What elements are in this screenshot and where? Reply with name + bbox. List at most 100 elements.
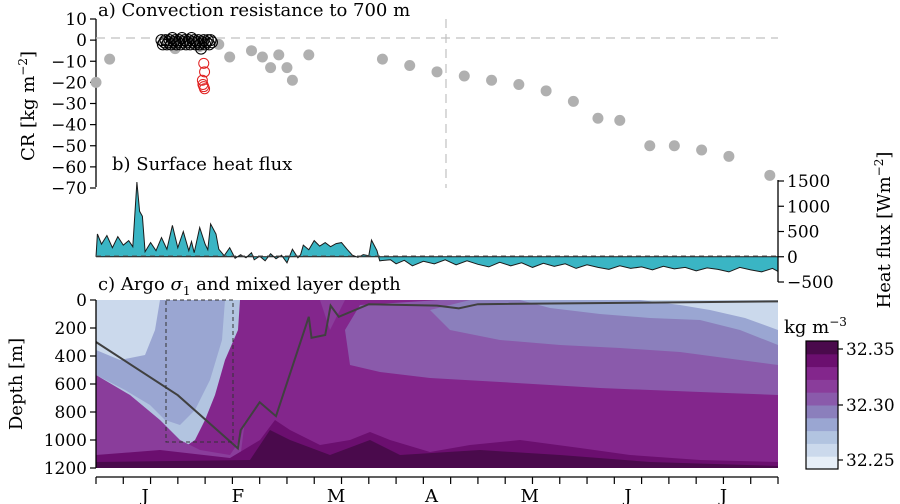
heat-flux-area: [95, 181, 779, 273]
colorbar-label: kg m−3: [784, 315, 847, 338]
profile-point: [281, 62, 293, 74]
panel-a-y-tick-label: −60: [51, 158, 87, 178]
colorbar-band: [806, 430, 838, 444]
panel-a-y-tick-label: −70: [51, 179, 87, 199]
panel-b-title: b) Surface heat flux: [112, 154, 292, 175]
glider-point: [204, 34, 217, 47]
profile-point: [256, 51, 268, 63]
profile-point: [614, 114, 626, 126]
profile-point: [265, 62, 277, 74]
profile-point: [513, 78, 525, 90]
panel-c-title: c) Argo σ1 and mixed layer depth: [98, 274, 401, 298]
panel-c-argo-density: c) Argo σ1 and mixed layer depth 0 200 400…: [6, 274, 779, 504]
panel-a-y-tick-label: −40: [51, 116, 87, 136]
colorbar-band: [806, 366, 838, 380]
profile-point: [303, 49, 315, 61]
glider-point: [174, 38, 187, 51]
profile-point: [90, 76, 102, 88]
panel-b-y-tick-label: 1500: [787, 172, 830, 192]
month-label: J: [718, 486, 727, 504]
month-label: J: [622, 486, 631, 504]
panel-c-y-tick-label: 200: [55, 319, 87, 339]
panel-a-y-tick-label: −50: [51, 137, 87, 157]
panel-a-y-tick-label: 10: [65, 10, 87, 30]
panel-a-y-axis-label: CR [kg m−2]: [16, 51, 39, 161]
glider-deep-point: [196, 74, 208, 86]
panel-a-convection-resistance: a) Convection resistance to 700 m 100−10…: [16, 0, 778, 199]
density-band-pale-left: [96, 300, 160, 360]
glider-deep-point: [199, 66, 211, 78]
glider-point: [184, 38, 197, 51]
panel-a-y-tick-label: −20: [51, 73, 87, 93]
panel-a-points: [90, 32, 776, 181]
month-label: J: [139, 486, 148, 504]
profile-point: [286, 74, 298, 86]
profile-point: [723, 150, 735, 162]
panel-c-y-tick-label: 1000: [44, 431, 87, 451]
panel-b-surface-heat-flux: b) Surface heat flux 1500 1000 500 0 −500 He…: [95, 152, 895, 309]
profile-point: [273, 49, 285, 61]
panel-b-y-tick-label: 500: [787, 223, 819, 243]
profile-point: [404, 59, 416, 71]
glider-point: [205, 36, 218, 49]
mixed-layer-depth-line: [95, 300, 779, 451]
colorbar-band: [806, 443, 838, 457]
profile-point: [245, 45, 257, 57]
panel-a-title: a) Convection resistance to 700 m: [98, 0, 410, 21]
colorbar: kg m−3 32.35 32.30 32.25: [784, 315, 895, 471]
panel-a-y-tick-label: −10: [51, 52, 87, 72]
panel-a-y-tick-label: 0: [76, 31, 87, 51]
profile-point: [486, 74, 498, 86]
panel-c-y-tick-label: 1200: [44, 459, 87, 479]
month-label: F: [232, 486, 245, 504]
profile-point: [104, 53, 116, 65]
colorbar-tick-label: 32.30: [846, 396, 895, 416]
colorbar-band: [806, 405, 838, 419]
density-band-left-mid: [96, 375, 245, 460]
glider-deep-point: [199, 83, 211, 95]
profile-point: [540, 85, 552, 97]
density-band-top-right: [640, 300, 778, 330]
x-axis-ticks: [95, 477, 779, 484]
panel-a-y-ticks: 100−10−20−30−40−50−60−70: [51, 10, 96, 199]
panel-c-y-tick-label: 800: [55, 403, 87, 423]
colorbar-band: [806, 353, 838, 368]
month-label: A: [424, 486, 439, 504]
density-band-deepest: [96, 430, 778, 468]
panel-b-y-axis-label: Heat flux [Wm−2]: [872, 152, 895, 309]
panel-b-y-tick-label: −500: [787, 273, 834, 293]
colorbar-tick-label: 32.35: [846, 340, 895, 360]
profile-point: [431, 66, 443, 78]
panel-b-y-tick-label: 0: [787, 248, 798, 268]
panel-c-y-tick-label: 0: [76, 291, 87, 311]
profile-point: [224, 51, 236, 63]
profile-point: [644, 140, 656, 152]
profile-point: [458, 70, 470, 82]
profile-point: [668, 140, 680, 152]
profile-point: [592, 112, 604, 124]
panel-c-y-tick-label: 600: [55, 375, 87, 395]
colorbar-band: [806, 392, 838, 406]
profile-point: [567, 95, 579, 107]
highlight-box: [165, 299, 234, 443]
colorbar-band: [806, 417, 838, 432]
colorbar-band: [806, 456, 838, 470]
panel-c-y-axis-label: Depth [m]: [6, 338, 27, 430]
profile-point: [696, 144, 708, 156]
glider-point: [165, 38, 178, 51]
colorbar-ticks: 32.35 32.30 32.25: [838, 340, 895, 471]
colorbar-tick-label: 32.25: [846, 451, 895, 471]
panel-b-y-tick-label: 1000: [787, 197, 830, 217]
density-band-surface-right: [520, 300, 778, 345]
glider-point: [196, 36, 209, 49]
colorbar-band: [806, 341, 838, 355]
colorbar-bands: [806, 341, 838, 470]
panel-a-y-tick-label: −30: [51, 95, 87, 115]
profile-point: [376, 53, 388, 65]
profile-point: [764, 169, 776, 181]
panel-c-y-ticks: 0 200 400 600 800 1000 1200: [44, 291, 96, 479]
panel-c-y-tick-label: 400: [55, 347, 87, 367]
panel-b-y-ticks: 1500 1000 500 0 −500: [778, 172, 834, 293]
